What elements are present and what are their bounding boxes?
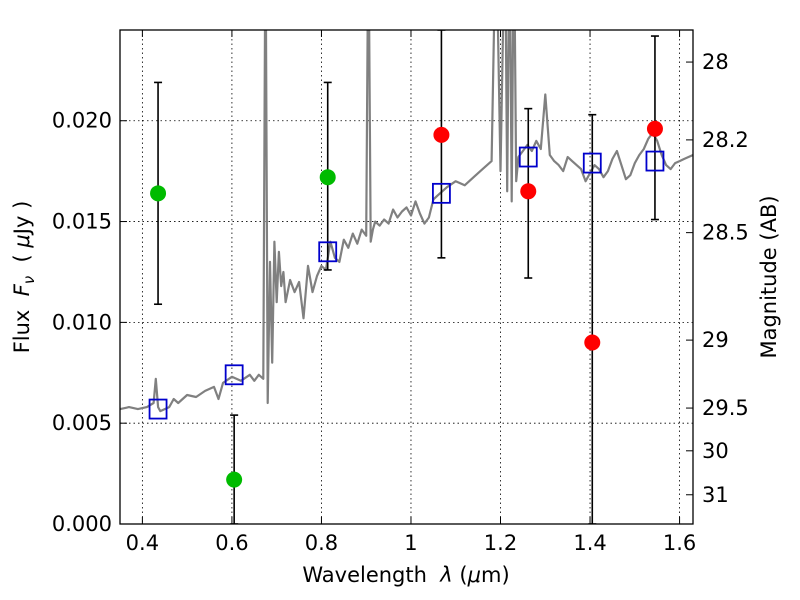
y-axis-label-open: (: [10, 248, 34, 276]
x-tick-label: 0.6: [215, 531, 248, 555]
x-tick-label: 0.4: [126, 531, 159, 555]
x-tick-label: 1.4: [573, 531, 606, 555]
x-axis-label-unit: m): [481, 563, 510, 587]
y-tick-label: 0.020: [52, 109, 112, 133]
y-axis-label-prefix: Flux: [10, 296, 34, 353]
y-tick-label: 0.005: [52, 411, 112, 435]
y-tick-label: 0.000: [52, 512, 112, 536]
right-tick-label: 29: [702, 328, 729, 352]
x-axis-label-lambda: λ: [439, 563, 452, 587]
right-tick-label: 28: [702, 50, 729, 74]
data-point: [520, 183, 537, 200]
data-point: [433, 126, 450, 143]
data-point: [584, 334, 601, 351]
model-box: [582, 152, 602, 174]
x-tick-label: 1: [404, 531, 417, 555]
data-point: [646, 120, 663, 137]
error-bars: [154, 30, 659, 524]
model-box: [148, 398, 168, 420]
x-tick-label: 0.8: [305, 531, 338, 555]
spectrum-line: [120, 30, 693, 413]
model-box: [224, 364, 244, 386]
y-axis-label-nu: ν: [20, 276, 38, 284]
y-axis-label-right: Magnitude (AB): [757, 195, 781, 358]
y-axis-label-F: F: [10, 283, 34, 296]
grid-lines: [120, 30, 693, 525]
x-axis-label-prefix: Wavelength: [302, 563, 440, 587]
right-tick-label: 30: [702, 439, 729, 463]
data-markers: [148, 120, 665, 488]
plot-frame: [119, 29, 694, 525]
model-box: [645, 150, 665, 172]
x-axis-label-mu: μ: [467, 563, 481, 587]
y-axis-label-left: Flux Fν ( μJy ): [10, 201, 38, 354]
spectrum: [120, 30, 693, 413]
x-axis-label: Wavelength λ (μm): [302, 563, 509, 587]
y-axis-label-unit: Jy ): [10, 201, 34, 237]
model-box: [518, 146, 538, 168]
y-axis-label-mu: μ: [10, 234, 34, 248]
x-tick-label: 1.2: [484, 531, 517, 555]
right-tick-label: 28.5: [702, 221, 749, 245]
model-box: [432, 182, 451, 204]
data-point: [150, 185, 167, 202]
y-tick-label: 0.010: [52, 310, 112, 334]
model-box: [318, 241, 338, 263]
y-tick-label: 0.015: [52, 210, 112, 234]
right-tick-label: 28.2: [702, 128, 749, 152]
right-tick-label: 29.5: [702, 396, 749, 420]
right-tick-label: 31: [702, 483, 729, 507]
x-axis-label-open: (: [453, 563, 468, 587]
x-tick-label: 1.6: [663, 531, 696, 555]
data-point: [226, 471, 243, 488]
data-point: [319, 169, 336, 186]
axis-ticks: 0.4 0.6 0.8 1 1.2 1.4 1.6 0.000 0.005 0.010 0.015 0…: [52, 30, 749, 555]
